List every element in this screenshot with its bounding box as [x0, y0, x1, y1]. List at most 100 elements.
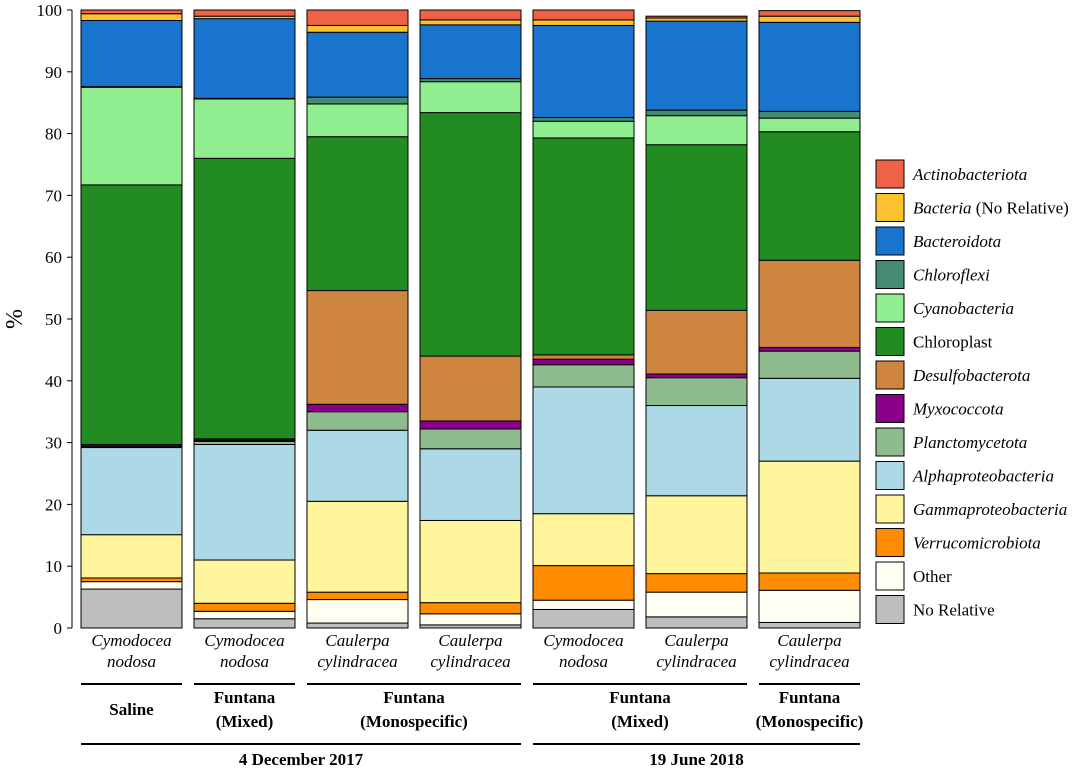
legend-label-chloroflexi: Chloroflexi [913, 266, 990, 285]
legend-swatch-chloroplast [875, 327, 905, 356]
legend-swatch-verrucomicrobiota [875, 528, 905, 557]
x-category-label-line2: nodosa [220, 652, 269, 671]
bar-segment-gammaproteobacteria-5 [532, 513, 635, 567]
bar-segment-no-relative-5 [532, 608, 635, 629]
bar-segment-bacteria-no-relative-4 [419, 19, 522, 26]
bar-segment-myxococcota-4 [419, 420, 522, 430]
bar-segment-alphaproteobacteria-6 [645, 405, 748, 497]
bar-segment-no-relative-6 [645, 616, 748, 629]
legend-swatch-no-relative [875, 595, 905, 624]
bar-segment-no-relative-7 [758, 621, 861, 629]
bar-segment-other-3 [306, 599, 409, 624]
legend-label-bacteroidota: Bacteroidota [913, 232, 1001, 251]
y-tick-label: 20 [45, 495, 62, 514]
legend: Actinobacteriota Bacteria (No Relative) Ba… [875, 159, 1069, 624]
y-tick-label: 100 [37, 1, 63, 20]
bar-segment-myxococcota-6 [645, 373, 748, 379]
bar-segment-other-2 [193, 610, 296, 620]
legend-swatch-myxococcota [875, 394, 905, 423]
bars-layer [80, 9, 861, 629]
x-category-label-line1: Caulerpa [777, 631, 841, 650]
bar-segment-cyanobacteria-4 [419, 81, 522, 114]
bar-segment-myxococcota-5 [532, 358, 635, 366]
legend-swatch-chloroflexi [875, 260, 905, 289]
legend-label-desulfobacterota: Desulfobacterota [912, 366, 1030, 385]
legend-swatch-gammaproteobacteria [875, 494, 905, 524]
x-category-label-line2: nodosa [107, 652, 156, 671]
bar-segment-desulfobacterota-3 [306, 290, 409, 405]
y-axis: 0 10 20 30 40 50 60 70 80 90 100% [2, 1, 73, 638]
y-tick-label: 90 [45, 63, 62, 82]
date-label: 19 June 2018 [649, 750, 743, 769]
x-category-label-line2: cylindracea [769, 652, 849, 671]
bar-segment-cyanobacteria-1 [80, 86, 183, 186]
group-label-line2: (Monospecific) [756, 712, 864, 731]
legend-swatch-desulfobacterota [875, 360, 905, 390]
bar-segment-chloroplast-6 [645, 144, 748, 311]
bar-segment-bacteria-no-relative-3 [306, 24, 409, 33]
bar-segment-verrucomicrobiota-7 [758, 572, 861, 591]
bar-segment-desulfobacterota-5 [532, 354, 635, 360]
legend-label-alphaproteobacteria: Alphaproteobacteria [912, 467, 1054, 486]
y-tick-label: 70 [45, 186, 62, 205]
bar-segment-planctomycetota-4 [419, 428, 522, 450]
legend-swatch-planctomycetota [875, 427, 905, 457]
bar-segment-myxococcota-7 [758, 346, 861, 352]
group-label-line1: Funtana [214, 688, 276, 707]
group-label-line2: (Mixed) [216, 712, 274, 731]
y-tick-label: 60 [45, 248, 62, 267]
bar-segment-planctomycetota-5 [532, 364, 635, 388]
bar-segment-desulfobacterota-7 [758, 259, 861, 348]
legend-swatch-bacteroidota [875, 226, 905, 256]
x-category-label-line2: cylindracea [430, 652, 510, 671]
bar-segment-alphaproteobacteria-5 [532, 386, 635, 515]
bar-segment-alphaproteobacteria-1 [80, 447, 183, 536]
legend-swatch-actinobacteriota [875, 159, 905, 189]
bar-segment-cyanobacteria-6 [645, 115, 748, 146]
bar-segment-chloroplast-2 [193, 157, 296, 440]
legend-label-planctomycetota: Planctomycetota [912, 433, 1027, 452]
bar-segment-verrucomicrobiota-2 [193, 602, 296, 612]
legend-label-bacteria-no-relative: Bacteria (No Relative) [913, 199, 1069, 218]
bar-segment-planctomycetota-3 [306, 411, 409, 431]
legend-label-no-relative: No Relative [913, 601, 995, 620]
bar-segment-alphaproteobacteria-7 [758, 377, 861, 462]
bar-segment-gammaproteobacteria-3 [306, 500, 409, 593]
bar-segment-actinobacteriota-1 [80, 9, 183, 15]
bar-segment-other-4 [419, 613, 522, 626]
bar-segment-verrucomicrobiota-4 [419, 602, 522, 615]
bar-segment-actinobacteriota-5 [532, 9, 635, 21]
legend-label-verrucomicrobiota: Verrucomicrobiota [913, 534, 1041, 553]
date-label: 4 December 2017 [239, 750, 364, 769]
y-tick-label: 0 [54, 619, 63, 638]
bar-segment-verrucomicrobiota-6 [645, 573, 748, 593]
bar-segment-verrucomicrobiota-1 [80, 577, 183, 583]
bar-segment-alphaproteobacteria-3 [306, 429, 409, 502]
bar-segment-cyanobacteria-2 [193, 98, 296, 159]
bar-segment-other-5 [532, 599, 635, 610]
x-category-label-line2: cylindracea [317, 652, 397, 671]
bar-segment-actinobacteriota-4 [419, 9, 522, 21]
bar-segment-chloroplast-5 [532, 137, 635, 356]
bar-segment-no-relative-3 [306, 622, 409, 629]
bar-segment-bacteroidota-5 [532, 24, 635, 119]
bar-segment-desulfobacterota-4 [419, 355, 522, 422]
group-labels: Saline Funtana (Mixed) Funtana (Monospecific… [81, 683, 864, 731]
bar-segment-bacteroidota-3 [306, 31, 409, 98]
bar-segment-planctomycetota-7 [758, 350, 861, 379]
bar-segment-gammaproteobacteria-7 [758, 460, 861, 574]
bar-segment-gammaproteobacteria-4 [419, 519, 522, 604]
x-category-label-line1: Cymodocea [543, 631, 623, 650]
legend-swatch-cyanobacteria [875, 293, 905, 323]
bar-segment-cyanobacteria-3 [306, 103, 409, 138]
group-label-line1: Funtana [609, 688, 671, 707]
date-labels: 4 December 2017 19 June 2018 [81, 743, 860, 769]
legend-label-cyanobacteria: Cyanobacteria [913, 299, 1014, 318]
group-label-line1: Funtana [383, 688, 445, 707]
legend-label-gammaproteobacteria: Gammaproteobacteria [913, 500, 1067, 519]
group-label-line2: (Mixed) [611, 712, 669, 731]
y-axis-label: % [2, 309, 28, 329]
bar-segment-myxococcota-3 [306, 403, 409, 413]
bar-segment-chloroflexi-3 [306, 96, 409, 105]
y-tick-label: 10 [45, 557, 62, 576]
